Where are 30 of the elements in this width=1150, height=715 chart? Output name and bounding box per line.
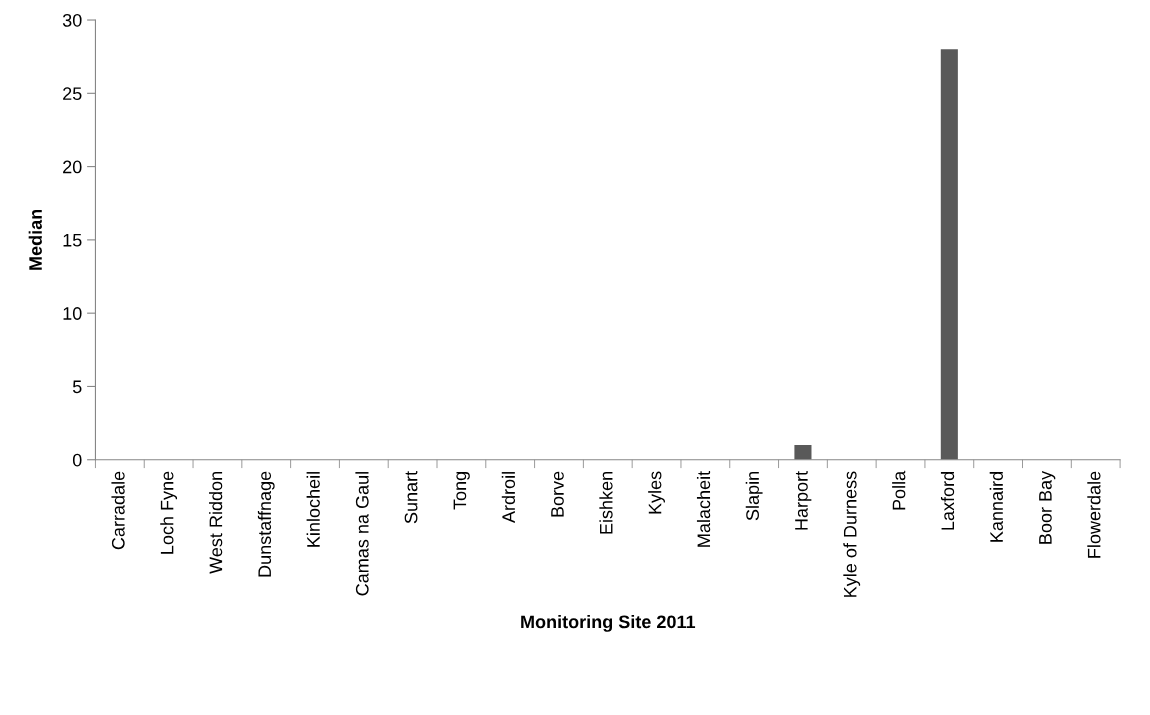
x-tick-label: Tong [453,472,470,510]
x-tick-label: Kinlocheil [306,472,320,547]
y-axis-title: Median [28,209,42,270]
x-axis-title: Monitoring Site 2011 [521,614,696,632]
x-tick-label: Laxford [940,472,955,530]
x-tick-label: Kyles [648,471,665,514]
x-tick-label: Dunstaffnage [257,471,275,577]
y-tick-label: 10 [63,307,82,320]
x-tick-label: Boor Bay [1039,470,1056,544]
x-tick-label: Polla [892,470,906,510]
x-tick-label: Ardroil [501,472,516,523]
y-tick-label: 25 [63,87,82,101]
x-tick-label: Kannaird [989,472,1003,542]
x-tick-label: Kyle of Durness [843,471,861,597]
x-tick-label: Camas na Gaul [355,472,369,596]
y-tick-label: 0 [72,453,82,467]
x-tick-label: Carradale [111,471,125,550]
y-tick-label: 5 [72,380,82,394]
x-tick-label: Loch Fyne [160,471,178,554]
y-tick-label: 30 [62,13,82,27]
x-tick-label: Sunart [404,470,418,524]
y-tick-label: 20 [63,160,82,174]
x-tick-label: Flowerdale [1087,471,1101,558]
x-tick-label: Harport [795,470,812,530]
x-tick-label: Slapin [745,472,763,521]
y-tick-label: 15 [63,234,82,247]
x-tick-label: Malacheit [696,470,711,547]
x-tick-label: Borve [551,471,564,517]
x-tick-label: Eishken [599,472,613,534]
x-tick-label: West Riddon [209,472,223,574]
